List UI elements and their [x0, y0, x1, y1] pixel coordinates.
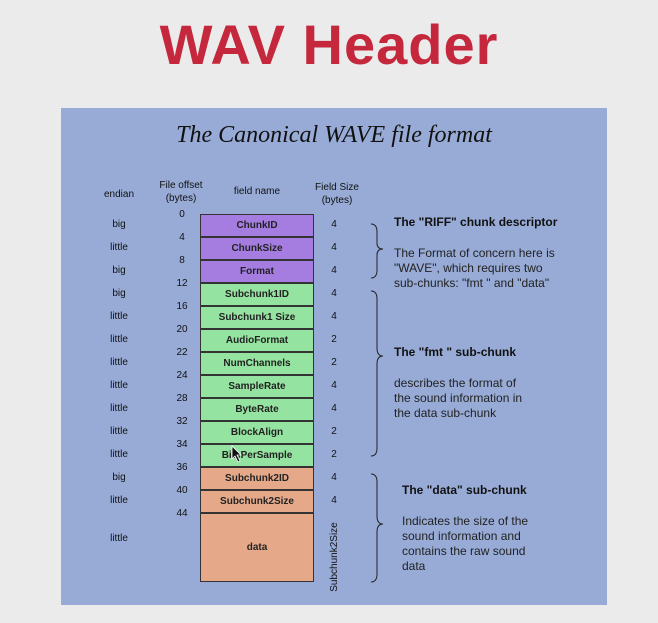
size-audioformat: 2: [331, 334, 337, 345]
size-subchunk1size: 4: [331, 311, 337, 322]
size-chunkid: 4: [331, 219, 337, 230]
data-brace: [370, 473, 384, 583]
endian-data: little: [110, 533, 128, 544]
size-samplerate: 4: [331, 380, 337, 391]
offset-label: 32: [176, 416, 188, 427]
field-bitspersample: BitsPerSample: [200, 444, 314, 467]
endian-subchunk1id: big: [112, 288, 126, 299]
riff-section-heading: The "RIFF" chunk descriptor: [394, 215, 558, 229]
size-format: 4: [331, 265, 337, 276]
endian-format: big: [112, 265, 126, 276]
offset-label: 20: [176, 324, 188, 335]
field-byterate: ByteRate: [200, 398, 314, 421]
fmt-brace: [370, 290, 384, 457]
field-subchunk1id: Subchunk1ID: [200, 283, 314, 306]
field-chunksize: ChunkSize: [200, 237, 314, 260]
field-format: Format: [200, 260, 314, 283]
offset-label: 40: [176, 485, 188, 496]
field-subchunk2id: Subchunk2ID: [200, 467, 314, 490]
endian-subchunk2id: big: [112, 472, 126, 483]
offset-label: 34: [176, 439, 188, 450]
field-name-column-header: field name: [233, 186, 281, 197]
field-size-column-header: Field Size (bytes): [315, 182, 359, 206]
size-bitspersample: 2: [331, 449, 337, 460]
mouse-pointer-icon: [231, 445, 242, 463]
size-numchannels: 2: [331, 357, 337, 368]
offset-label: 24: [176, 370, 188, 381]
size-subchunk2size: 4: [331, 495, 337, 506]
fmt-section-description: describes the format of the sound inform…: [394, 376, 523, 420]
offset-label: 0: [179, 209, 185, 220]
size-chunksize: 4: [331, 242, 337, 253]
wave-format-diagram: The Canonical WAVE file format endian Fi…: [61, 108, 607, 605]
file-offset-column-header: File offset (bytes): [159, 180, 203, 204]
endian-audioformat: little: [110, 334, 128, 345]
offset-label: 36: [176, 462, 188, 473]
offset-label: 8: [179, 255, 185, 266]
field-audioformat: AudioFormat: [200, 329, 314, 352]
offset-label: 28: [176, 393, 188, 404]
endian-bitspersample: little: [110, 449, 128, 460]
endian-chunkid: big: [112, 219, 126, 230]
offset-label: 22: [176, 347, 188, 358]
endian-column-header: endian: [103, 189, 135, 200]
slide-title: WAV Header: [159, 13, 499, 76]
size-subchunk2id: 4: [331, 472, 337, 483]
group-braces: [370, 223, 384, 583]
field-numchannels: NumChannels: [200, 352, 314, 375]
endian-numchannels: little: [110, 357, 128, 368]
endian-subchunk2size: little: [110, 495, 128, 506]
field-chunkid: ChunkID: [200, 214, 314, 237]
endian-samplerate: little: [110, 380, 128, 391]
field-subchunk1size: Subchunk1 Size: [200, 306, 314, 329]
diagram-title: The Canonical WAVE file format: [176, 122, 492, 148]
endian-blockalign: little: [110, 426, 128, 437]
field-subchunk2size: Subchunk2Size: [200, 490, 314, 513]
data-section-heading: The "data" sub-chunk: [402, 483, 527, 497]
field-data: data: [200, 513, 314, 582]
field-samplerate: SampleRate: [200, 375, 314, 398]
offset-label: 16: [176, 301, 188, 312]
riff-brace: [370, 223, 384, 279]
endian-subchunk1size: little: [110, 311, 128, 322]
endian-byterate: little: [110, 403, 128, 414]
size-blockalign: 2: [331, 426, 337, 437]
offset-label: 4: [179, 232, 185, 243]
riff-section-description: The Format of concern here is "WAVE", wh…: [394, 246, 555, 290]
data-section-description: Indicates the size of the sound informat…: [402, 514, 529, 573]
field-blockalign: BlockAlign: [200, 421, 314, 444]
fmt-section-heading: The "fmt " sub-chunk: [394, 345, 517, 359]
offset-label: 12: [176, 278, 188, 289]
endian-chunksize: little: [110, 242, 128, 253]
size-byterate: 4: [331, 403, 337, 414]
size-subchunk1id: 4: [331, 288, 337, 299]
offset-label: 44: [176, 508, 188, 519]
